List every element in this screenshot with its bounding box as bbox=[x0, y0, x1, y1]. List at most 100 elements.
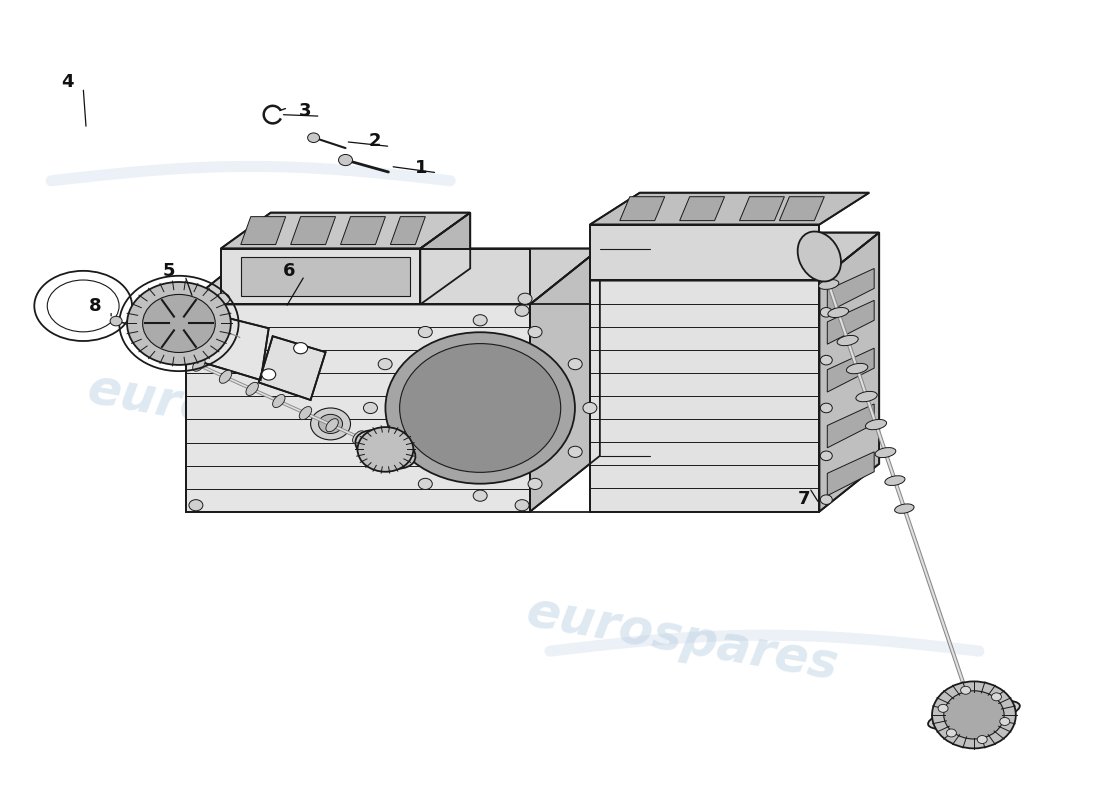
Circle shape bbox=[515, 500, 529, 511]
Polygon shape bbox=[290, 217, 336, 245]
Ellipse shape bbox=[928, 700, 1020, 730]
Polygon shape bbox=[590, 225, 820, 281]
Polygon shape bbox=[780, 197, 824, 221]
Ellipse shape bbox=[876, 447, 895, 458]
Circle shape bbox=[378, 358, 392, 370]
Ellipse shape bbox=[192, 358, 205, 371]
Ellipse shape bbox=[379, 443, 392, 456]
Circle shape bbox=[821, 272, 833, 282]
Polygon shape bbox=[139, 300, 163, 348]
Text: 7: 7 bbox=[798, 490, 810, 508]
Polygon shape bbox=[590, 233, 879, 281]
Circle shape bbox=[518, 293, 532, 304]
Circle shape bbox=[938, 704, 948, 712]
Circle shape bbox=[946, 729, 956, 737]
Circle shape bbox=[932, 682, 1015, 748]
Circle shape bbox=[110, 316, 122, 326]
Polygon shape bbox=[530, 249, 600, 512]
Circle shape bbox=[363, 402, 377, 414]
Text: 6: 6 bbox=[283, 262, 295, 280]
Text: eurospares: eurospares bbox=[82, 365, 403, 467]
Ellipse shape bbox=[299, 406, 311, 420]
Circle shape bbox=[141, 309, 155, 320]
Text: 4: 4 bbox=[62, 74, 74, 91]
Circle shape bbox=[262, 369, 276, 380]
Polygon shape bbox=[241, 217, 286, 245]
Circle shape bbox=[216, 293, 230, 304]
Polygon shape bbox=[619, 197, 664, 221]
Circle shape bbox=[991, 693, 1001, 701]
Circle shape bbox=[358, 427, 414, 472]
Circle shape bbox=[821, 451, 833, 461]
Circle shape bbox=[528, 478, 542, 490]
Ellipse shape bbox=[828, 307, 848, 318]
Circle shape bbox=[319, 414, 342, 434]
Polygon shape bbox=[739, 197, 784, 221]
Circle shape bbox=[294, 342, 308, 354]
Ellipse shape bbox=[846, 363, 868, 374]
Polygon shape bbox=[827, 404, 875, 448]
Circle shape bbox=[418, 326, 432, 338]
Ellipse shape bbox=[810, 252, 829, 262]
Polygon shape bbox=[221, 213, 470, 249]
Circle shape bbox=[977, 735, 987, 743]
Polygon shape bbox=[590, 281, 820, 512]
Polygon shape bbox=[241, 257, 410, 296]
Ellipse shape bbox=[884, 476, 905, 486]
Polygon shape bbox=[186, 249, 600, 304]
Polygon shape bbox=[827, 300, 875, 344]
Circle shape bbox=[821, 403, 833, 413]
Ellipse shape bbox=[326, 418, 339, 432]
Circle shape bbox=[473, 314, 487, 326]
Circle shape bbox=[128, 282, 231, 365]
Ellipse shape bbox=[219, 370, 232, 383]
Ellipse shape bbox=[856, 391, 878, 402]
Circle shape bbox=[821, 307, 833, 317]
Text: 8: 8 bbox=[89, 297, 102, 314]
Circle shape bbox=[141, 332, 155, 343]
Ellipse shape bbox=[273, 394, 285, 407]
Circle shape bbox=[821, 355, 833, 365]
Ellipse shape bbox=[818, 280, 839, 290]
Text: 2: 2 bbox=[368, 133, 381, 150]
Circle shape bbox=[944, 690, 1004, 739]
Polygon shape bbox=[590, 193, 869, 225]
Polygon shape bbox=[827, 269, 875, 312]
Circle shape bbox=[189, 305, 202, 316]
Circle shape bbox=[1000, 718, 1010, 726]
Ellipse shape bbox=[353, 430, 365, 444]
Polygon shape bbox=[680, 197, 725, 221]
Ellipse shape bbox=[166, 346, 178, 359]
Circle shape bbox=[960, 686, 970, 694]
Text: 3: 3 bbox=[298, 102, 311, 120]
Ellipse shape bbox=[866, 419, 887, 430]
Ellipse shape bbox=[246, 382, 258, 395]
Circle shape bbox=[515, 305, 529, 316]
Circle shape bbox=[385, 332, 575, 484]
Circle shape bbox=[473, 490, 487, 502]
Polygon shape bbox=[827, 452, 875, 496]
Polygon shape bbox=[258, 336, 326, 400]
Circle shape bbox=[308, 133, 320, 142]
Circle shape bbox=[310, 408, 351, 440]
Polygon shape bbox=[420, 249, 530, 304]
Ellipse shape bbox=[837, 335, 858, 346]
Ellipse shape bbox=[798, 231, 842, 282]
Text: 1: 1 bbox=[416, 158, 428, 177]
Ellipse shape bbox=[355, 430, 416, 469]
Circle shape bbox=[418, 478, 432, 490]
Text: eurospares: eurospares bbox=[521, 588, 842, 690]
Circle shape bbox=[399, 343, 561, 472]
Circle shape bbox=[378, 446, 392, 458]
Circle shape bbox=[143, 294, 216, 353]
Polygon shape bbox=[390, 217, 426, 245]
Circle shape bbox=[821, 495, 833, 505]
Polygon shape bbox=[153, 301, 268, 380]
Polygon shape bbox=[420, 213, 470, 304]
Circle shape bbox=[583, 402, 597, 414]
Circle shape bbox=[339, 154, 352, 166]
Polygon shape bbox=[186, 304, 530, 512]
Circle shape bbox=[528, 326, 542, 338]
Polygon shape bbox=[827, 348, 875, 392]
Circle shape bbox=[189, 500, 202, 511]
